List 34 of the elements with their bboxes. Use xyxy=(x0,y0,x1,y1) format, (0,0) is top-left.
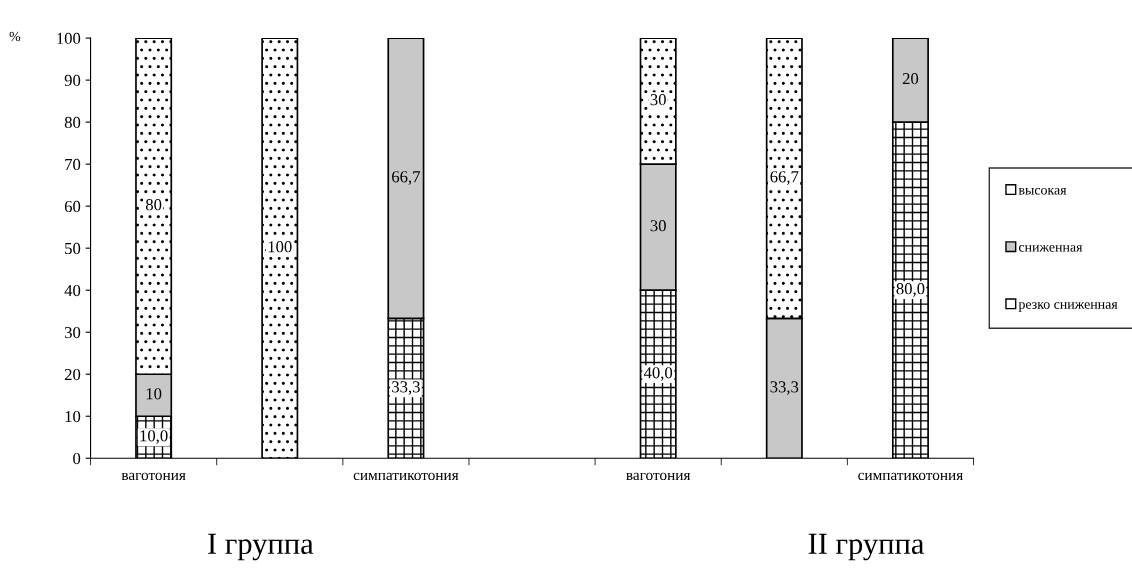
x-tick-label: симпатикотония xyxy=(353,472,459,481)
data-label: 10,0 xyxy=(140,430,168,444)
x-tick-label: ваготония xyxy=(121,472,186,481)
legend-label: сниженная xyxy=(1018,245,1083,252)
data-label: 66,7 xyxy=(392,171,421,185)
text: I группа xyxy=(208,533,314,561)
data-label: 80,0 xyxy=(896,283,925,297)
data-label: 100 xyxy=(268,241,292,253)
y-tick-label: 80 xyxy=(64,116,81,129)
x-tick-label: симпатикотония xyxy=(858,472,963,481)
data-label: 10 xyxy=(146,388,162,400)
y-tick-label: 90 xyxy=(64,74,81,87)
y-tick-label: 30 xyxy=(64,326,81,339)
y-tick-label: 10 xyxy=(65,410,81,423)
y-tick-label: 0 xyxy=(73,452,81,465)
y-tick-label: 70 xyxy=(65,158,81,171)
data-label: 20 xyxy=(902,73,919,85)
legend-label: резко сниженная xyxy=(1018,302,1118,312)
x-tick-label: ваготония xyxy=(626,472,691,481)
data-label: 30 xyxy=(650,94,666,106)
data-label: 40,0 xyxy=(643,367,673,381)
legend-label: высокая xyxy=(1018,187,1067,195)
text: % xyxy=(9,31,21,42)
y-tick-label: 40 xyxy=(64,284,81,297)
y-tick-label: 100 xyxy=(57,32,81,45)
y-tick-label: 20 xyxy=(64,368,81,381)
y-tick-label: 50 xyxy=(65,242,81,255)
y-tick-label: 60 xyxy=(64,200,81,213)
text: II группа xyxy=(808,533,925,561)
data-label: 66,7 xyxy=(770,171,799,185)
data-label: 33,3 xyxy=(392,381,420,395)
data-label: 33,3 xyxy=(770,381,799,395)
data-label: 30 xyxy=(650,220,666,232)
data-label: 80 xyxy=(145,199,162,211)
